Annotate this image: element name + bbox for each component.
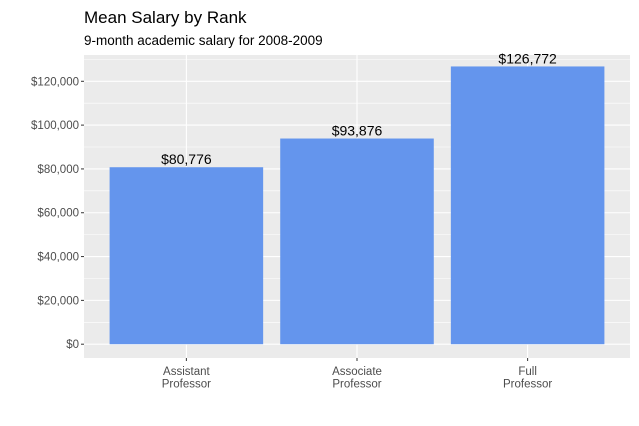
chart-title: Mean Salary by Rank xyxy=(84,8,247,27)
bar-1 xyxy=(280,138,434,345)
data-label-1: $93,876 xyxy=(332,123,383,139)
y-tick-label: $120,000 xyxy=(31,76,79,88)
y-tick-label: $80,000 xyxy=(37,164,79,176)
bar-2 xyxy=(450,66,605,345)
x-tick-label-0: Assistant Professor xyxy=(162,366,211,391)
y-tick-label: $60,000 xyxy=(37,208,79,220)
x-tick-label-2: Full Professor xyxy=(503,366,552,391)
chart-subtitle: 9-month academic salary for 2008-2009 xyxy=(84,33,323,48)
data-labels: $80,776 $93,876 $126,772 xyxy=(161,50,557,167)
x-tick-label-line: Professor xyxy=(503,379,552,391)
x-tick-label-line: Assistant xyxy=(163,366,210,378)
x-tick-label-line: Professor xyxy=(332,379,381,391)
y-tick-label: $40,000 xyxy=(37,252,79,264)
data-label-2: $126,772 xyxy=(498,50,557,66)
y-tick-label: $20,000 xyxy=(37,295,79,307)
x-tick-label-1: Associate Professor xyxy=(332,366,382,391)
bars xyxy=(109,66,605,345)
x-tick-label-line: Professor xyxy=(162,379,211,391)
x-tick-label-line: Associate xyxy=(332,366,382,378)
y-tick-label: $100,000 xyxy=(31,120,79,132)
y-axis: $0 $20,000 $40,000 $60,000 $80,000 $100,000 $1… xyxy=(31,76,84,351)
x-tick-label-line: Full xyxy=(518,366,537,378)
data-label-0: $80,776 xyxy=(161,151,212,167)
bar-0 xyxy=(109,167,264,345)
y-tick-label: $0 xyxy=(66,339,79,351)
